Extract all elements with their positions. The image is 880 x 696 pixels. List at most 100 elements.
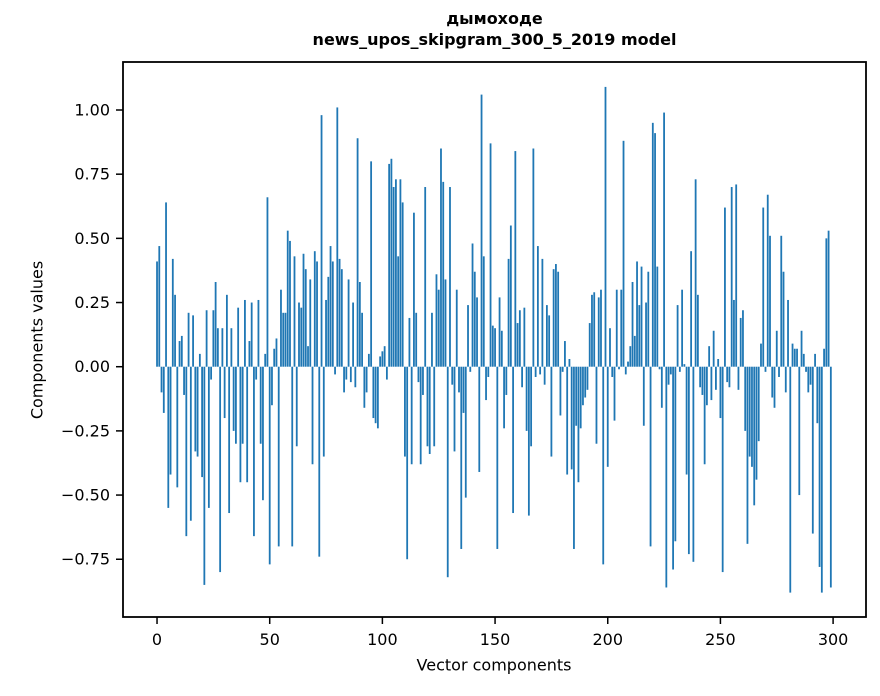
bar <box>507 258 510 367</box>
bar <box>203 366 206 585</box>
bar <box>487 366 490 377</box>
bar <box>225 294 228 367</box>
bar <box>796 348 798 367</box>
bar <box>658 366 661 370</box>
bar <box>827 230 830 367</box>
bar <box>440 148 442 367</box>
bar <box>532 148 535 367</box>
bar <box>367 353 370 367</box>
bar <box>701 366 704 395</box>
bar <box>573 366 575 549</box>
bar <box>214 282 217 367</box>
bar <box>178 341 181 367</box>
bar <box>726 366 729 383</box>
bar <box>521 366 523 388</box>
y-tick-label: −0.75 <box>61 550 110 569</box>
bar <box>687 366 690 555</box>
bar <box>730 187 733 367</box>
bar <box>304 269 307 367</box>
bar <box>248 341 251 367</box>
bar <box>793 348 796 367</box>
bar <box>467 305 469 367</box>
bar <box>228 366 231 514</box>
bar <box>358 282 361 367</box>
bar <box>516 323 519 367</box>
bar <box>823 348 825 367</box>
bar <box>392 187 395 367</box>
bar <box>424 187 427 367</box>
bar <box>331 261 334 367</box>
bar <box>165 202 167 367</box>
x-tick-label: 0 <box>152 630 162 649</box>
bar <box>514 151 517 367</box>
bar <box>349 366 352 383</box>
bar <box>816 366 819 424</box>
bar <box>185 366 188 537</box>
bar <box>295 366 298 447</box>
bar <box>340 269 343 367</box>
bar <box>189 366 192 521</box>
bar <box>273 348 276 367</box>
bar <box>737 366 740 390</box>
bar <box>561 366 564 372</box>
bar <box>550 366 553 457</box>
bar <box>192 315 194 367</box>
bar <box>374 366 377 424</box>
bar <box>773 366 776 408</box>
bar <box>404 366 406 457</box>
bar <box>458 366 460 393</box>
bar <box>431 312 433 367</box>
bar <box>289 240 291 367</box>
bar <box>512 366 514 514</box>
bar <box>253 366 255 537</box>
bar <box>800 330 803 367</box>
bar <box>162 366 165 413</box>
bar <box>399 179 402 367</box>
bar <box>388 163 391 367</box>
bar <box>615 289 618 367</box>
bar <box>284 312 287 367</box>
bar <box>244 299 246 367</box>
bar <box>237 307 240 367</box>
bar <box>694 179 697 367</box>
bar <box>518 310 521 367</box>
bar <box>451 366 454 385</box>
bar <box>683 364 686 367</box>
bar <box>255 366 258 380</box>
bar <box>706 366 708 406</box>
bar <box>809 366 812 385</box>
bar <box>383 346 386 367</box>
x-tick-label: 50 <box>260 630 280 649</box>
bar <box>180 335 183 367</box>
bar <box>437 289 440 367</box>
bar <box>805 366 807 372</box>
bar <box>417 366 420 383</box>
bar <box>298 302 300 367</box>
bar <box>194 366 197 452</box>
bar <box>347 279 350 367</box>
x-tick-label: 100 <box>367 630 398 649</box>
bar <box>766 194 769 367</box>
bar <box>757 366 760 442</box>
bar <box>593 292 596 367</box>
bar <box>453 366 456 452</box>
bar <box>277 366 280 547</box>
bar <box>564 341 566 367</box>
bar <box>676 305 679 367</box>
bar <box>748 366 751 457</box>
bar <box>618 366 620 370</box>
bar <box>708 346 711 367</box>
bar <box>264 353 267 367</box>
bar <box>811 366 814 534</box>
bar <box>286 230 289 367</box>
bar <box>600 289 602 367</box>
bar <box>275 338 278 367</box>
bar <box>343 366 345 393</box>
bar <box>818 366 821 567</box>
bar <box>491 325 494 367</box>
bar <box>633 335 636 367</box>
x-tick-label: 200 <box>592 630 623 649</box>
chart-title-model: news_upos_skipgram_300_5_2019 model <box>312 30 677 49</box>
bar <box>656 266 659 367</box>
